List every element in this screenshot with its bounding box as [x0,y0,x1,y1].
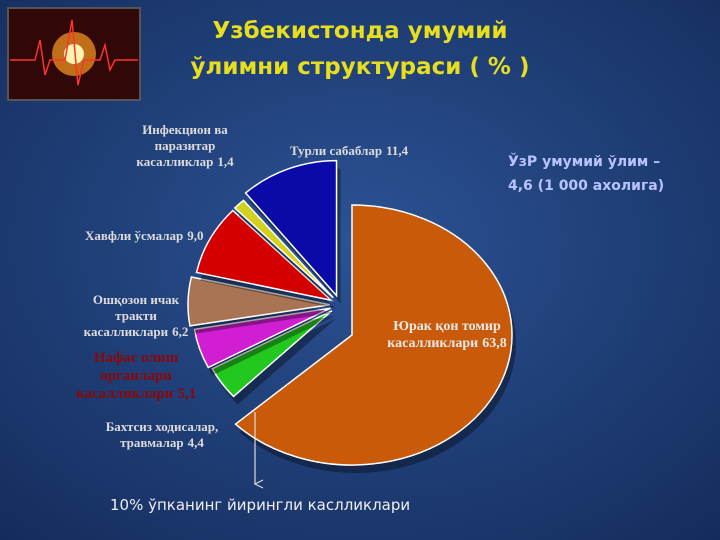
label-line: травмалар [120,435,183,450]
label-line: Инфекцион ва [142,122,228,137]
pie [187,159,516,474]
title-line: Узбекистонда умумий [212,18,507,44]
slice-label: Хавфли ўсмалар 9,0 [85,228,203,243]
label-line: касалликлар [136,154,213,169]
slice [211,310,333,398]
label-line: Хавфли ўсмалар [85,228,183,243]
annotation: ЎзР умумий ўлим – [508,153,660,170]
slice [244,159,338,298]
slice [233,199,334,299]
label-line: органлари [100,368,172,384]
slice-label: Инфекцион ва паразитар касалликлар 1,4 [136,122,234,169]
label-line: Юрак қон томир [393,319,501,334]
label-line: Нафас олиш [94,350,179,366]
slice [187,276,331,327]
title-line: ўлимни структураси ( % ) [191,54,530,80]
slice-label: Нафас олиш органлари касалликлари 5,1 [76,350,196,402]
value-label: 63,8 [482,336,507,351]
value-label: 5,1 [177,386,196,402]
slice-shadow [198,316,335,376]
slice [234,204,513,466]
label-line: касалликлари [84,324,169,339]
label-line: Ошқозон ичак [93,292,180,307]
value-label: 11,4 [386,143,409,158]
slice-label: Ошқозон ичак тракти касалликлари 6,2 [84,292,189,339]
slice [193,307,331,369]
label-line: Бахтсиз ходисалар, [106,419,219,434]
footnote: 10% ўпканинг йирингли каслликлари [110,496,410,514]
label-line: тракти [115,308,157,323]
annotation: 4,6 (1 000 ахолига) [508,178,664,194]
logo [7,7,141,101]
slice-label: Турли сабаблар 11,4 [290,143,409,158]
value-label: 6,2 [172,324,188,339]
slice-label: Юрак қон томир касалликлари 63,8 [387,319,506,351]
slice-label: Бахтсиз ходисалар, травмалар 4,4 [106,419,219,450]
value-label: 9,0 [187,228,203,243]
label-line: Турли сабаблар [290,143,382,158]
label-line: касалликлари [76,386,174,402]
value-label: 4,4 [188,435,205,450]
label-line: касалликлари [387,336,478,351]
value-label: 1,4 [217,154,234,169]
slice [195,209,334,302]
label-line: паразитар [155,138,216,153]
